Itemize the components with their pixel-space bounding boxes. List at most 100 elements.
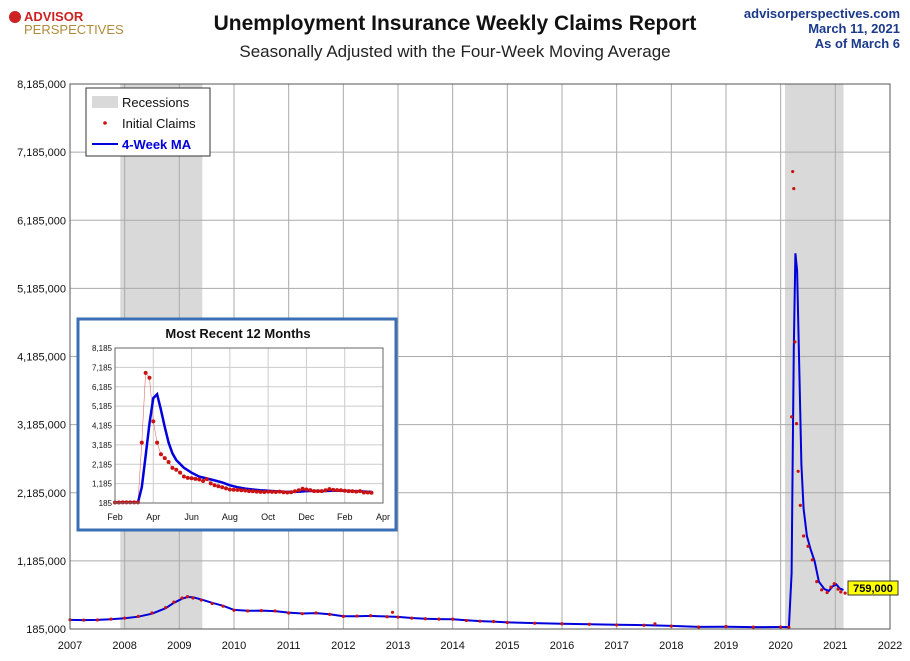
- inset-y-tick-label: 185: [99, 499, 113, 508]
- inset-y-tick-label: 4,185: [92, 422, 113, 431]
- inset-x-tick-label: Apr: [146, 512, 160, 522]
- claims-point: [385, 615, 389, 619]
- legend: Recessions Initial Claims 4-Week MA: [85, 87, 211, 157]
- y-tick-label: 8,185,000: [17, 79, 66, 91]
- y-tick-label: 4,185,000: [17, 352, 66, 364]
- inset-claims-point: [220, 485, 225, 490]
- claims-point: [790, 415, 794, 419]
- inset-claims-point: [239, 488, 244, 493]
- inset-claims-point: [151, 419, 156, 424]
- inset-y-tick-label: 3,185: [92, 441, 113, 450]
- claims-point: [164, 605, 168, 610]
- inset-claims-point: [327, 487, 332, 492]
- inset-claims-point: [139, 440, 144, 445]
- inset-plot-frame: [114, 347, 384, 504]
- inset-claims-point: [254, 489, 259, 494]
- inset-claims-point: [331, 487, 336, 492]
- x-tick-label: 2007: [58, 640, 82, 652]
- inset-claims-point: [273, 490, 278, 495]
- site-name[interactable]: advisorperspectives.com: [743, 6, 900, 21]
- claims-point: [341, 614, 345, 618]
- claims-point: [724, 624, 728, 629]
- inset-claims-point: [289, 490, 294, 495]
- claims-point: [273, 609, 277, 613]
- inset-claims-point: [216, 484, 221, 489]
- claims-point: [642, 623, 646, 627]
- inset-claims-point: [189, 476, 194, 481]
- inset-claims-point: [292, 489, 297, 494]
- claims-point: [396, 615, 400, 619]
- x-tick-label: 2009: [167, 640, 191, 652]
- x-tick-label: 2019: [714, 640, 738, 652]
- inset-x-tick-label: Aug: [222, 512, 238, 522]
- x-tick-label: 2011: [277, 640, 301, 652]
- claims-point: [653, 622, 657, 626]
- x-tick-label: 2021: [823, 640, 847, 652]
- claims-point: [806, 544, 810, 548]
- inset-x-tick-label: Feb: [107, 512, 123, 522]
- inset-claims-point: [354, 489, 359, 494]
- claims-point: [300, 612, 304, 616]
- y-tick-label: 185,000: [26, 624, 66, 636]
- legend-claims-swatch: [103, 121, 107, 125]
- claims-point: [136, 614, 140, 618]
- inset-claims-point: [166, 460, 171, 465]
- as-of-date: As of March 6: [814, 36, 900, 51]
- claims-point: [751, 625, 755, 629]
- inset-claims-point: [224, 486, 229, 491]
- y-tick-label: 3,185,000: [17, 420, 66, 432]
- inset-claims-point: [155, 440, 160, 445]
- inset-claims-point: [120, 500, 125, 505]
- inset-claims-point: [208, 481, 213, 486]
- inset-chart: Most Recent 12 Months 185 1,185 2,185 3,185…: [76, 317, 398, 532]
- inset-claims-point: [212, 483, 217, 488]
- claims-point: [221, 604, 225, 608]
- claims-point: [123, 616, 127, 620]
- inset-claims-point: [162, 456, 167, 461]
- inset-claims-point: [185, 475, 190, 480]
- inset-x-tick-label: Feb: [337, 512, 353, 522]
- claims-point: [793, 340, 797, 344]
- legend-recessions-label: Recessions: [122, 95, 190, 110]
- inset-claims-point: [231, 487, 236, 492]
- claims-point: [390, 610, 395, 614]
- claims-point: [587, 622, 591, 626]
- claims-point: [232, 608, 236, 612]
- inset-claims-point: [365, 490, 370, 495]
- chart-subtitle: Seasonally Adjusted with the Four-Week M…: [239, 42, 671, 61]
- inset-claims-point: [235, 487, 240, 492]
- claims-point: [825, 590, 829, 595]
- inset-title: Most Recent 12 Months: [165, 326, 310, 341]
- source-block: advisorperspectives.com March 11, 2021 A…: [744, 6, 900, 51]
- claims-point: [796, 469, 800, 473]
- y-tick-label: 7,185,000: [17, 147, 66, 159]
- legend-recession-swatch: [92, 96, 118, 108]
- inset-claims-point: [281, 490, 286, 495]
- claims-point: [820, 588, 824, 592]
- claims-point: [815, 580, 819, 584]
- claims-point: [697, 625, 701, 629]
- claims-point: [836, 587, 840, 591]
- inset-claims-point: [361, 490, 366, 495]
- inset-claims-point: [342, 488, 347, 493]
- claims-point: [314, 611, 318, 615]
- inset-y-tick-label: 1,185: [92, 480, 113, 489]
- inset-series: [113, 370, 374, 505]
- inset-claims-point: [269, 489, 274, 494]
- claims-point: [615, 623, 619, 627]
- claims-point: [180, 596, 184, 600]
- legend-claims-label: Initial Claims: [122, 116, 196, 131]
- claims-point: [172, 600, 176, 604]
- inset-claims-point: [247, 489, 251, 494]
- claims-point: [185, 595, 190, 599]
- claims-point: [787, 625, 791, 629]
- claims-point: [669, 624, 673, 628]
- inset-claims-point: [296, 488, 301, 493]
- report-date: March 11, 2021: [808, 21, 900, 36]
- claims-point: [109, 617, 113, 621]
- x-tick-label: 2008: [112, 640, 136, 652]
- x-tick-label: 2015: [495, 640, 519, 652]
- y-tick-label: 1,185,000: [17, 556, 66, 568]
- main-plot-frame: [69, 83, 891, 630]
- claims-point: [478, 619, 482, 623]
